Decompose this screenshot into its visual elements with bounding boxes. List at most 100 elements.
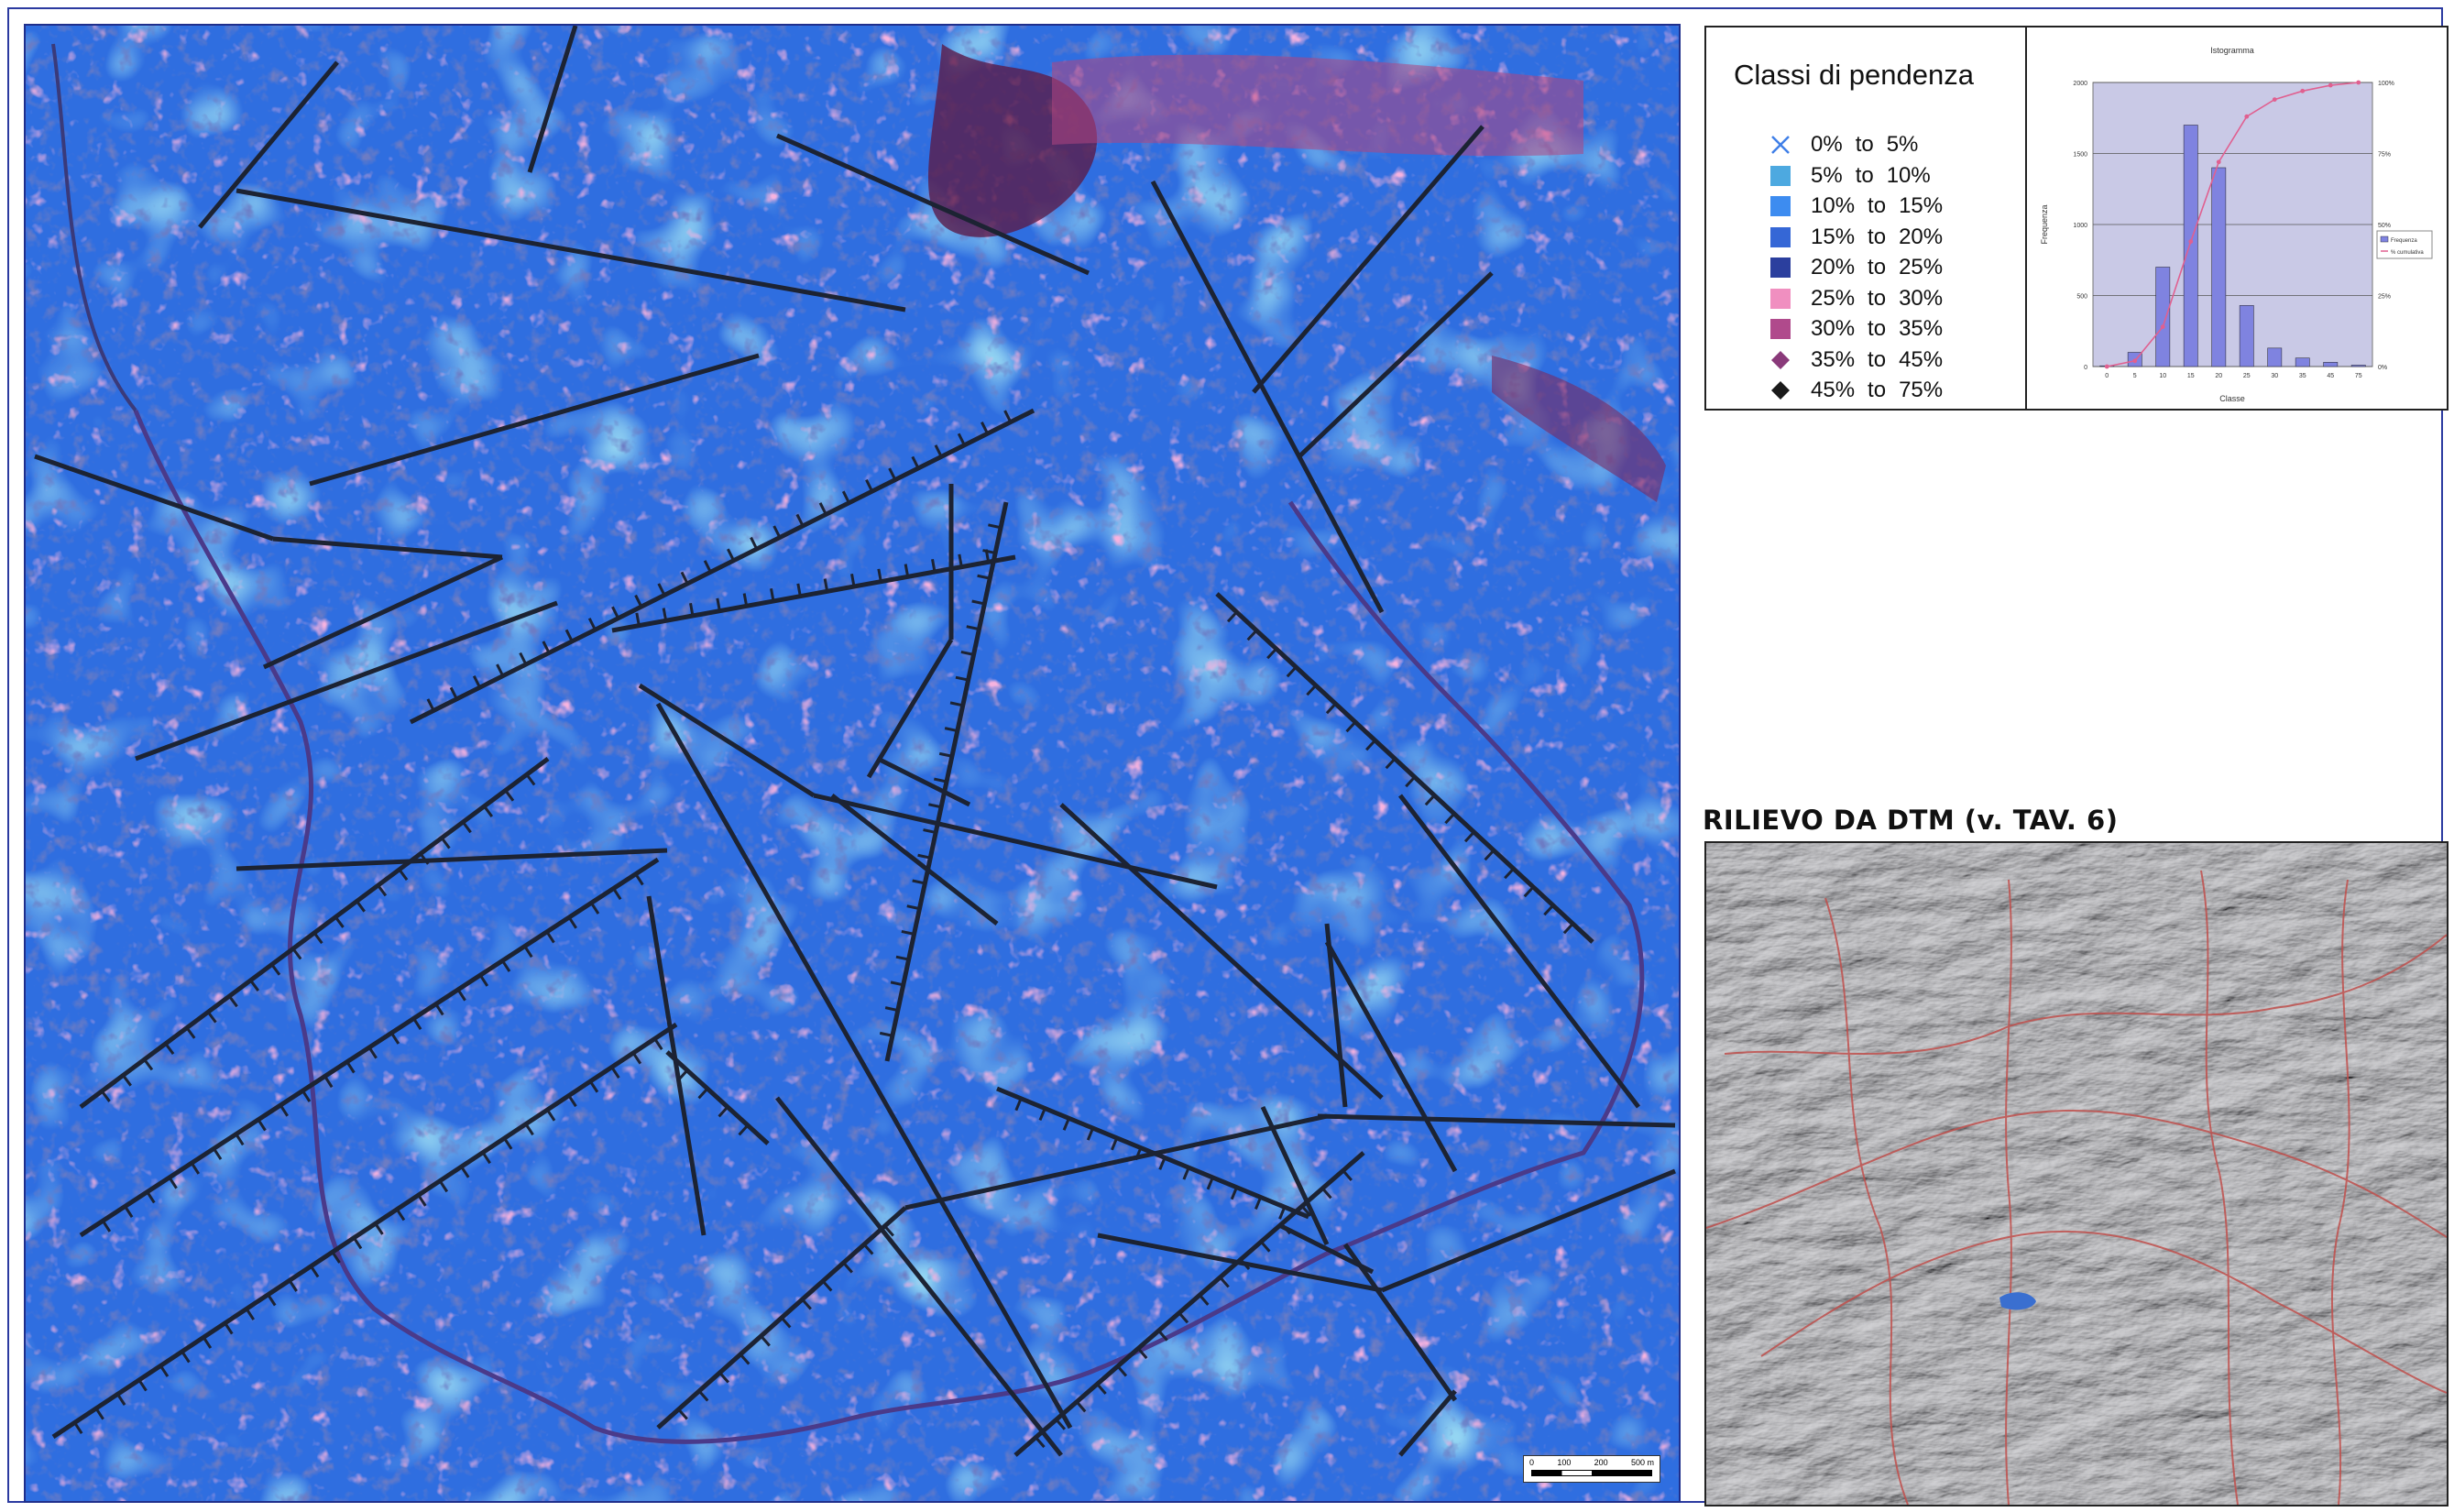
legend-range-to: 20% (1899, 225, 1943, 250)
legend-range-to-word: to (1868, 286, 1886, 312)
legend-range-to-word: to (1856, 163, 1874, 189)
legend-row: 35% to 45% (1770, 345, 1943, 375)
legend-range-from: 25% (1811, 286, 1855, 312)
legend-range-from: 30% (1811, 316, 1855, 342)
x-tick-label: 0 (2105, 373, 2109, 379)
legend-row: 25% to 30% (1770, 284, 1943, 313)
legend-range-to-word: to (1868, 255, 1886, 280)
y2-tick-label: 100% (2378, 81, 2394, 87)
y-tick-label: 0 (2084, 365, 2087, 371)
legend-row: 20% to 25% (1770, 253, 1943, 282)
dtm-relief-map[interactable] (1704, 841, 2449, 1507)
legend-panel: Classi di pendenza 0% to 5% 5% to 10% 10% to 15%… (1704, 26, 2449, 411)
legend-row: 5% to 10% (1770, 161, 1931, 191)
legend-range: 10% to 15% (1811, 193, 1943, 219)
y-tick-label: 1500 (2073, 152, 2087, 159)
cumulative-point (2244, 115, 2249, 119)
y2-tick-label: 50% (2378, 223, 2391, 229)
cumulative-point (2161, 324, 2165, 329)
legend-range-to-word: to (1868, 225, 1886, 250)
histogram-legend-swatch-bars (2381, 236, 2388, 242)
dtm-relief-title: RILIEVO DA DTM (v. TAV. 6) (1703, 805, 2118, 836)
histogram-bar (2156, 268, 2170, 367)
histogram-bar (2268, 348, 2282, 367)
scale-label: 0 (1529, 1458, 1534, 1467)
square-icon (1770, 166, 1791, 186)
legend-range: 25% to 30% (1811, 286, 1943, 312)
dtm-relief-canvas (1706, 843, 2447, 1505)
square-icon (1770, 227, 1791, 247)
x-tick-label: 30 (2271, 373, 2278, 379)
legend-range-from: 5% (1811, 163, 1843, 189)
x-tick-label: 35 (2299, 373, 2306, 379)
cumulative-point (2328, 83, 2333, 88)
histogram-bar (2240, 305, 2253, 367)
legend-range-to: 10% (1887, 163, 1931, 189)
histogram-bar (2184, 126, 2197, 367)
histogram-title: Istogramma (2210, 46, 2254, 55)
slope-map[interactable]: 0 100 200 500 m (24, 24, 1681, 1503)
histogram-legend-label: Frequenza (2391, 238, 2417, 244)
cumulative-point (2132, 358, 2137, 363)
slope-class-legend: Classi di pendenza 0% to 5% 5% to 10% 10% to 15%… (1706, 27, 2027, 409)
legend-range-from: 10% (1811, 193, 1855, 219)
x-tick-label: 45 (2327, 373, 2334, 379)
legend-range-to: 25% (1899, 255, 1943, 280)
legend-row: 30% to 35% (1770, 314, 1943, 344)
relief-tint (1706, 843, 2447, 1505)
x-tick-label: 10 (2159, 373, 2166, 379)
legend-range-to-word: to (1868, 316, 1886, 342)
legend-range-from: 15% (1811, 225, 1855, 250)
scale-label: 100 (1557, 1458, 1571, 1467)
x-tick-label: 15 (2187, 373, 2195, 379)
y-tick-label: 500 (2076, 294, 2087, 301)
legend-range-from: 0% (1811, 132, 1843, 158)
legend-row: 15% to 20% (1770, 223, 1943, 252)
cumulative-point (2105, 365, 2109, 369)
legend-range: 35% to 45% (1811, 347, 1943, 373)
cumulative-point (2188, 239, 2193, 244)
diamond-icon (1770, 350, 1791, 370)
scale-bar: 0 100 200 500 m (1523, 1455, 1660, 1483)
legend-range: 30% to 35% (1811, 316, 1943, 342)
legend-range: 20% to 25% (1811, 255, 1943, 280)
scale-bar-graphic (1531, 1470, 1652, 1476)
histogram-bar (2324, 362, 2338, 367)
legend-range-to: 30% (1899, 286, 1943, 312)
square-icon (1770, 257, 1791, 278)
scale-label: 500 m (1631, 1458, 1654, 1467)
legend-range-from: 20% (1811, 255, 1855, 280)
x-tick-label: 20 (2215, 373, 2222, 379)
legend-row: 0% to 5% (1770, 130, 1918, 159)
square-icon (1770, 289, 1791, 309)
legend-title: Classi di pendenza (1734, 59, 1974, 92)
legend-range-to: 45% (1899, 347, 1943, 373)
histogram-bar (2212, 168, 2226, 367)
histogram-bar (2351, 365, 2365, 367)
cumulative-point (2356, 81, 2361, 85)
diamond-icon (1770, 380, 1791, 400)
slope-steep-layer (26, 26, 1679, 1501)
legend-range-from: 45% (1811, 378, 1855, 403)
cross-icon (1770, 135, 1791, 155)
legend-range: 0% to 5% (1811, 132, 1918, 158)
x-tick-label: 75 (2355, 373, 2362, 379)
legend-range-to-word: to (1868, 347, 1886, 373)
y2-tick-label: 25% (2378, 294, 2391, 301)
legend-row: 10% to 15% (1770, 192, 1943, 221)
legend-range: 15% to 20% (1811, 225, 1943, 250)
x-tick-label: 25 (2243, 373, 2251, 379)
histogram-bar (2295, 358, 2309, 367)
y2-tick-label: 75% (2378, 152, 2391, 159)
slope-map-canvas (26, 26, 1679, 1501)
legend-range-to-word: to (1856, 132, 1874, 158)
histogram-legend: Frequenza % cumulativa (2377, 231, 2432, 258)
y-tick-label: 1000 (2073, 223, 2087, 229)
legend-range-from: 35% (1811, 347, 1855, 373)
x-tick-label: 5 (2133, 373, 2137, 379)
legend-range-to: 35% (1899, 316, 1943, 342)
legend-row: 45% to 75% (1770, 376, 1943, 405)
legend-range-to: 15% (1899, 193, 1943, 219)
square-icon (1770, 196, 1791, 216)
legend-range-to: 5% (1887, 132, 1919, 158)
